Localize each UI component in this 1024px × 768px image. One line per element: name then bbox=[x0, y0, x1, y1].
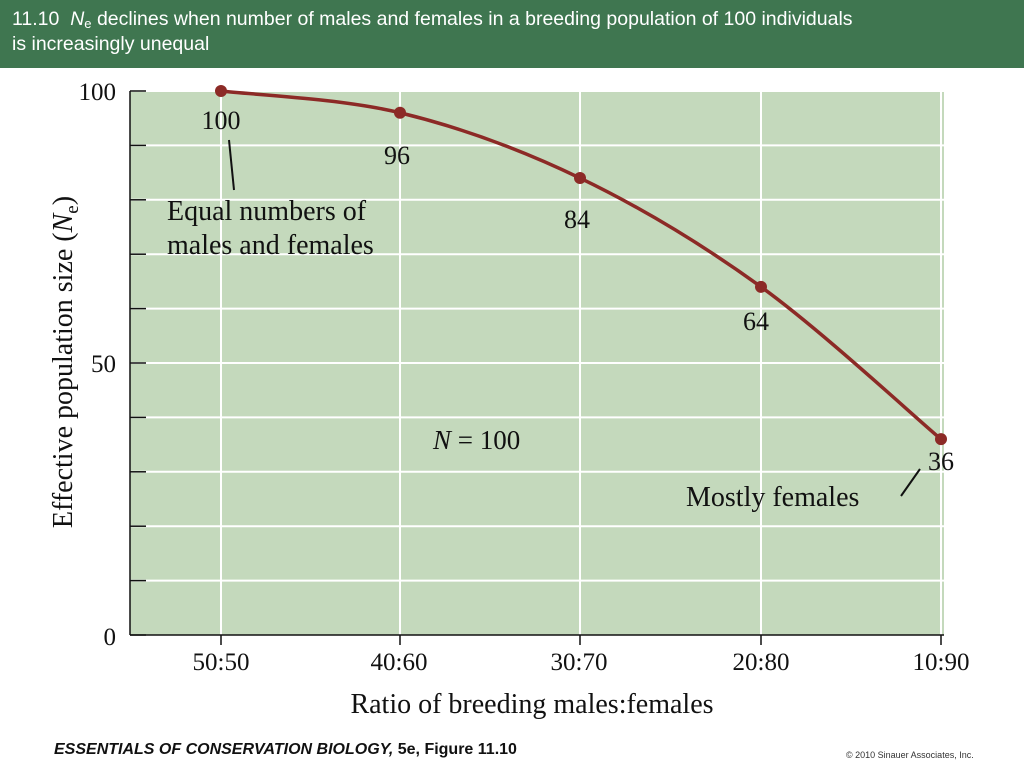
y-axis-label: Effective population size (Ne) bbox=[48, 196, 83, 528]
footer-edition: 5e, Figure 11.10 bbox=[397, 741, 517, 758]
annotation-equal-line-2: males and females bbox=[167, 230, 374, 261]
annotation-equal-line-1: Equal numbers of bbox=[167, 196, 367, 227]
annotation-n-symbol: N bbox=[432, 425, 453, 455]
data-point-100 bbox=[215, 85, 227, 97]
caption-text-1: declines when number of males and female… bbox=[96, 8, 853, 30]
y-axis-ticks bbox=[130, 90, 146, 636]
data-label-64: 64 bbox=[743, 307, 769, 336]
data-point-96 bbox=[394, 106, 406, 119]
series-line bbox=[219, 89, 943, 441]
figure-number: 11.10 bbox=[12, 8, 60, 30]
y-tick-label-50: 50 bbox=[91, 351, 116, 378]
caption-line-2: is increasingly unequal bbox=[12, 33, 210, 55]
data-point-84 bbox=[574, 172, 586, 185]
data-label-84: 84 bbox=[564, 205, 590, 234]
caption-line-1: 11.10 Ne declines when number of males a… bbox=[12, 7, 1014, 32]
x-tick-label-10-90: 10:90 bbox=[913, 649, 970, 676]
x-axis-label: Ratio of breeding males:females bbox=[350, 689, 713, 720]
mostly-annotation-leader bbox=[900, 468, 921, 497]
equal-annotation-leader bbox=[228, 139, 235, 191]
footer-book-citation: ESSENTIALS OF CONSERVATION BIOLOGY, 5e, … bbox=[54, 741, 517, 759]
y-tick-label-100: 100 bbox=[79, 79, 117, 106]
annotation-mostly-females: Mostly females bbox=[686, 482, 859, 513]
data-point-36 bbox=[935, 433, 947, 446]
data-point-64 bbox=[755, 280, 767, 293]
figure-caption-banner: 11.10 Ne declines when number of males a… bbox=[0, 0, 1024, 68]
y-axis-label-n: N bbox=[48, 212, 79, 233]
ne-symbol: N bbox=[70, 8, 85, 30]
footer-copyright: © 2010 Sinauer Associates, Inc. bbox=[846, 750, 974, 760]
y-axis-label-main: Effective population size ( bbox=[48, 232, 79, 528]
x-tick-label-30-70: 30:70 bbox=[551, 649, 608, 676]
data-label-96: 96 bbox=[384, 141, 410, 170]
data-points bbox=[215, 85, 947, 446]
x-tick-label-50-50: 50:50 bbox=[193, 649, 250, 676]
annotation-n-value: = 100 bbox=[451, 425, 520, 455]
y-axis-label-close: ) bbox=[48, 196, 79, 205]
horizontal-gridlines bbox=[130, 90, 944, 582]
ne-subscript: e bbox=[84, 16, 92, 31]
x-tick-label-40-60: 40:60 bbox=[371, 649, 428, 676]
data-label-36: 36 bbox=[928, 447, 954, 476]
line-chart: 0 50 100 50:50 40:60 30:70 20:80 10:90 R… bbox=[48, 79, 970, 720]
footer-book-title: ESSENTIALS OF CONSERVATION BIOLOGY, bbox=[54, 741, 394, 758]
y-axis-label-sub: e bbox=[62, 205, 83, 213]
x-tick-label-20-80: 20:80 bbox=[733, 649, 790, 676]
annotation-n-equals-100: N = 100 bbox=[432, 425, 520, 455]
x-axis-ticks bbox=[220, 635, 942, 645]
data-label-100: 100 bbox=[202, 106, 241, 135]
y-tick-label-0: 0 bbox=[104, 624, 117, 651]
